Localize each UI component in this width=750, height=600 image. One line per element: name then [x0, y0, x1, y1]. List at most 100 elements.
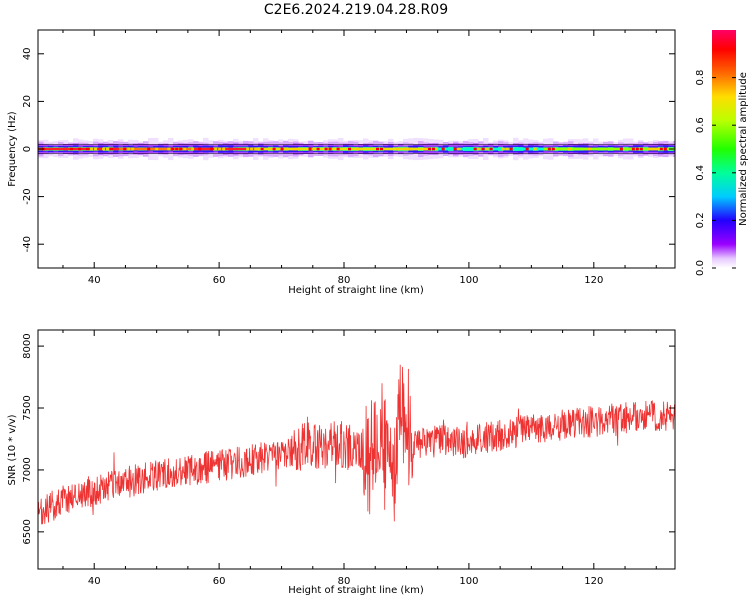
snr-panel: 40 60 80 100 120 6500 7000 7500 8000 Height of s… — [7, 329, 676, 596]
heatmap-band-speck — [509, 147, 513, 151]
heatmap-band-speck — [250, 147, 254, 151]
heatmap-band-speck — [127, 147, 131, 151]
heatmap-band-speck — [147, 147, 151, 151]
heatmap-band-speck — [86, 147, 89, 151]
heatmap-band-speck — [214, 147, 218, 151]
colorbar-tick-label: 0.4 — [695, 165, 706, 181]
heatmap-band-speck — [547, 147, 551, 151]
colorbar-tick-label: 0.2 — [695, 212, 706, 228]
heatmap-band-speck — [94, 147, 97, 151]
heatmap-band-speck — [663, 147, 667, 151]
heatmap-band-speck — [110, 147, 113, 151]
heatmap-x-tick-label: 80 — [338, 275, 351, 286]
heatmap-band-speck — [171, 147, 175, 151]
heatmap-band-speck — [246, 147, 250, 151]
snr-plot-frame — [37, 329, 676, 570]
heatmap-band-core — [256, 147, 345, 151]
heatmap-band-speck — [659, 147, 663, 151]
heatmap-x-tick-label: 100 — [459, 275, 478, 286]
heatmap-x-axis-label: Height of straight line (km) — [288, 285, 424, 296]
heatmap-band-speck — [489, 147, 493, 151]
snr-y-tick-label: 8000 — [22, 333, 33, 358]
heatmap-band — [38, 137, 675, 161]
heatmap-band-speck — [432, 147, 436, 151]
heatmap-band-speck — [428, 147, 432, 151]
heatmap-band-speck — [635, 147, 639, 151]
heatmap-y-tick-label: -40 — [22, 236, 33, 252]
heatmap-band-speck — [70, 147, 73, 151]
heatmap-band-speck — [210, 147, 214, 151]
heatmap-band-speck — [655, 147, 659, 151]
colorbar-tick-label: 0.8 — [695, 70, 706, 86]
heatmap-band-speck — [396, 147, 400, 151]
heatmap-band-speck — [296, 147, 300, 151]
heatmap-band-speck — [222, 147, 226, 151]
heatmap-band-speck — [328, 147, 332, 151]
heatmap-band-speck — [260, 147, 264, 151]
heatmap-band-speck — [175, 147, 179, 151]
heatmap-x-tick-label: 60 — [213, 275, 226, 286]
figure-title: C2E6.2024.219.04.28.R09 — [264, 2, 448, 18]
heatmap-y-tick-label: -20 — [22, 188, 33, 204]
snr-x-axis-label: Height of straight line (km) — [288, 585, 424, 596]
colorbar-ticks: 0.0 0.2 0.4 0.6 0.8 — [695, 70, 736, 276]
heatmap-band-speck — [647, 147, 651, 151]
colorbar-gradient — [712, 30, 736, 268]
heatmap-band-speck — [218, 147, 222, 151]
snr-x-tick-label: 120 — [584, 576, 603, 587]
heatmap-band-speck — [254, 147, 258, 151]
colorbar-tick-label: 0.0 — [695, 260, 706, 276]
heatmap-band-speck — [90, 147, 93, 151]
heatmap-band-speck — [441, 147, 445, 151]
heatmap-band-speck — [356, 147, 360, 151]
heatmap-band-speck — [380, 147, 384, 151]
heatmap-band-speck — [312, 147, 316, 151]
heatmap-band-speck — [473, 147, 477, 151]
snr-y-tick-label: 7000 — [22, 457, 33, 482]
heatmap-band-core — [194, 147, 257, 151]
heatmap-band-speck — [376, 147, 380, 151]
heatmap-band-speck — [453, 147, 457, 151]
heatmap-band-speck — [155, 147, 159, 151]
heatmap-band-speck — [308, 147, 312, 151]
heatmap-band-speck — [123, 147, 127, 151]
heatmap-band-speck — [268, 147, 272, 151]
heatmap-ticks: 40 60 80 100 120 -40 -20 0 20 40 — [22, 30, 675, 286]
heatmap-band-speck — [106, 147, 109, 151]
heatmap-band-speck — [567, 147, 571, 151]
heatmap-band-speck — [505, 147, 509, 151]
colorbar: 0.0 0.2 0.4 0.6 0.8 Normalized spectral ampl… — [695, 30, 749, 276]
heatmap-band-speck — [551, 147, 555, 151]
snr-series-line — [38, 364, 675, 525]
heatmap-band-speck — [316, 147, 320, 151]
heatmap-y-tick-label: 0 — [22, 146, 33, 152]
heatmap-band-speck — [256, 147, 260, 151]
heatmap-x-tick-label: 120 — [584, 275, 603, 286]
heatmap-y-tick-label: 20 — [22, 95, 33, 108]
heatmap-band-speck — [336, 147, 340, 151]
heatmap-band-speck — [587, 147, 591, 151]
heatmap-band-speck — [191, 147, 195, 151]
heatmap-band-speck — [404, 147, 408, 151]
heatmap-band-speck — [525, 147, 529, 151]
heatmap-band-speck — [348, 147, 352, 151]
heatmap-band-speck — [481, 147, 485, 151]
heatmap-band-speck — [457, 147, 461, 151]
heatmap-band-speck — [284, 147, 288, 151]
heatmap-band-speck — [272, 147, 276, 151]
heatmap-band-speck — [198, 147, 202, 151]
snr-y-axis-label: SNR (10 * v/v) — [7, 414, 18, 485]
heatmap-band-speck — [477, 147, 481, 151]
heatmap-band-speck — [639, 147, 643, 151]
snr-x-tick-label: 100 — [459, 576, 478, 587]
heatmap-band-speck — [651, 147, 655, 151]
colorbar-tick-label: 0.6 — [695, 117, 706, 133]
heatmap-band-speck — [179, 147, 183, 151]
heatmap-band-speck — [408, 147, 412, 151]
snr-ticks: 40 60 80 100 120 6500 7000 7500 8000 — [22, 330, 675, 587]
snr-y-tick-label: 6500 — [22, 519, 33, 544]
heatmap-band-speck — [167, 147, 171, 151]
heatmap-band-speck — [501, 147, 505, 151]
heatmap-band-speck — [280, 147, 284, 151]
